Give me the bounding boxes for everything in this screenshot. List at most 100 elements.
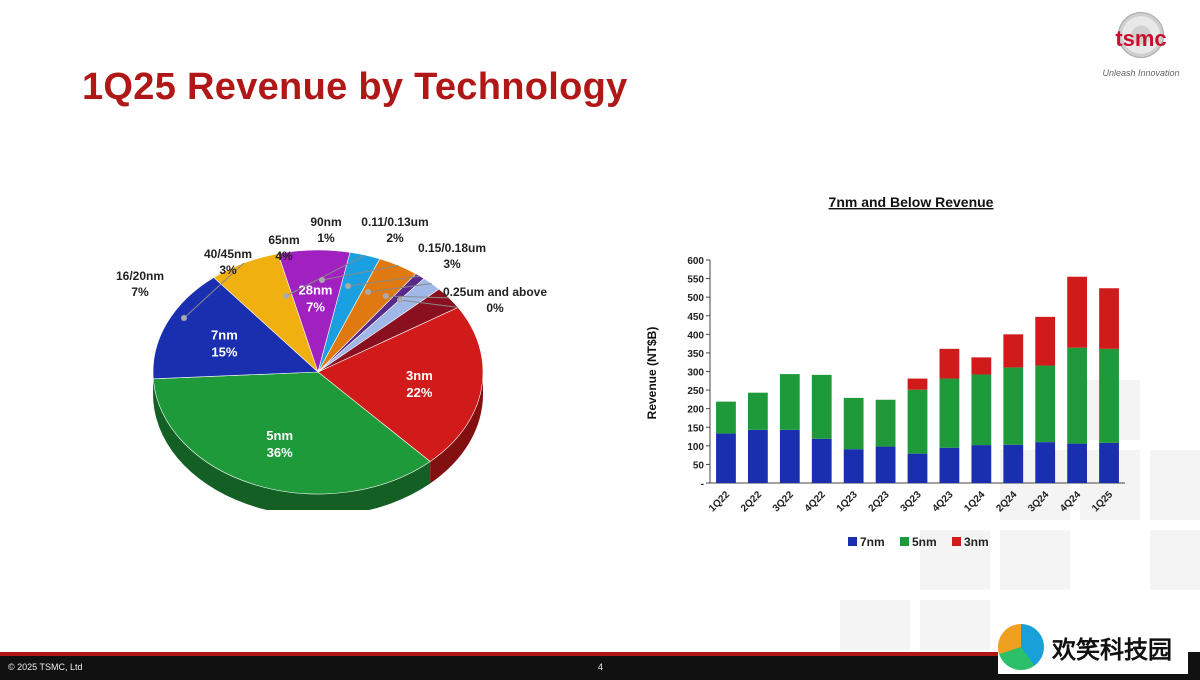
bar-7nm-3Q23 (907, 453, 928, 483)
pie-label-pct: 22% (406, 385, 432, 400)
pie-slice-side-0-0 (430, 372, 483, 484)
y-tick-label: 50 (693, 460, 705, 471)
pie-leader-dot (365, 289, 371, 295)
pie-label-pct: 3% (443, 257, 461, 271)
x-tick-label: 1Q22 (707, 489, 732, 514)
bar-7nm-4Q23 (939, 447, 960, 483)
pie-chart: 3nm 22% 5nm 36% 7nm 15% 16/20nm 7% 28nm 7% 40/45nm… (116, 215, 547, 510)
pie-slice-5nm (152, 371, 431, 495)
bar-3nm-1Q25 (1099, 288, 1119, 349)
pie-leader-line (285, 254, 366, 297)
y-tick-label: - (701, 479, 704, 490)
footer-accent-line (0, 652, 1000, 656)
bar-5nm-1Q22 (716, 401, 736, 434)
page-number: 4 (598, 662, 604, 672)
bar-3nm-3Q24 (1035, 316, 1056, 366)
bar-7nm-1Q23 (843, 449, 864, 483)
bar-3nm-2Q24 (1003, 334, 1024, 368)
pie-leader-dot (283, 293, 289, 299)
x-tick-label: 2Q24 (994, 489, 1019, 514)
pie-slice-side-1-0 (153, 378, 431, 510)
pie-label-pct: 2% (386, 231, 404, 245)
bar-chart-ylabel: Revenue (NT$B) (645, 327, 659, 420)
pie-label-pct: 3% (219, 263, 237, 277)
y-tick-label: 150 (687, 423, 704, 434)
pie-label-name: 16/20nm (116, 269, 164, 283)
pie-leader-dot (397, 297, 403, 303)
pie-leader-line (399, 299, 458, 308)
x-tick-label: 3Q24 (1026, 489, 1051, 514)
bar-5nm-3Q22 (779, 374, 800, 430)
pie-slice-3nm (317, 306, 484, 462)
bar-5nm-1Q24 (971, 374, 992, 446)
pie-label-name: 40/45nm (204, 247, 252, 261)
watermark: 欢笑科技园 (998, 620, 1188, 674)
pie-label-pct: 15% (211, 344, 237, 359)
bar-3nm-3Q23 (907, 378, 928, 390)
pie-label-pct: 1% (317, 231, 335, 245)
bar-5nm-4Q23 (939, 378, 960, 448)
pie-label-pct: 4% (275, 249, 293, 263)
tsmc-logo: tsmc Unleash Innovation (1096, 12, 1186, 82)
pie-leader-line (385, 295, 450, 299)
bar-7nm-2Q22 (747, 429, 768, 483)
watermark-text: 欢笑科技园 (1052, 635, 1172, 664)
bar-5nm-4Q22 (811, 374, 832, 439)
bar-5nm-2Q24 (1003, 367, 1024, 445)
x-tick-label: 4Q23 (930, 489, 955, 514)
x-tick-label: 2Q23 (867, 489, 892, 514)
bar-3nm-1Q24 (971, 357, 992, 375)
pie-leader-line (367, 283, 432, 293)
footer-copyright: © 2025 TSMC, Ltd (8, 662, 83, 672)
pie-label-name: 0.15/0.18um (418, 241, 486, 255)
legend-swatch-7nm (848, 537, 857, 546)
x-tick-label: 2Q22 (739, 489, 764, 514)
bar-chart: 7nm and Below Revenue Revenue (NT$B) - 50… (645, 194, 1125, 549)
bar-7nm-4Q22 (811, 438, 832, 483)
bar-5nm-2Q22 (747, 392, 768, 430)
bar-chart-title: 7nm and Below Revenue (829, 194, 994, 210)
x-tick-label: 3Q22 (771, 489, 796, 514)
x-tick-label: 1Q24 (962, 489, 987, 514)
bar-5nm-3Q24 (1035, 365, 1056, 443)
legend-swatch-3nm (952, 537, 961, 546)
y-tick-label: 350 (687, 349, 704, 360)
pie-label-name: 7nm (211, 327, 238, 342)
bar-5nm-1Q25 (1099, 348, 1119, 443)
x-tick-label: 1Q25 (1090, 489, 1115, 514)
pie-leader-dot (383, 293, 389, 299)
logo-wafer-icon (1118, 12, 1164, 58)
bar-7nm-4Q24 (1067, 443, 1088, 483)
y-tick-label: 400 (687, 330, 704, 341)
bar-7nm-2Q24 (1003, 444, 1024, 483)
pie-leader-line (321, 265, 399, 281)
y-tick-label: 250 (687, 386, 704, 397)
x-tick-label: 4Q22 (803, 489, 828, 514)
logo-wordmark: tsmc (1115, 26, 1167, 51)
pie-leader-dot (345, 283, 351, 289)
pie-leader-line (347, 275, 421, 287)
bar-5nm-2Q23 (875, 399, 896, 447)
bar-5nm-1Q23 (843, 397, 864, 450)
x-tick-label: 4Q24 (1058, 489, 1083, 514)
x-tick-label: 1Q23 (835, 489, 860, 514)
y-tick-label: 600 (687, 256, 704, 267)
bar-7nm-3Q22 (779, 429, 800, 483)
legend-label-5nm: 5nm (912, 535, 937, 549)
legend-swatch-5nm (900, 537, 909, 546)
pie-leader-line (183, 262, 245, 319)
pie-label-name: 90nm (310, 215, 341, 229)
logo-tagline: Unleash Innovation (1102, 68, 1180, 78)
pie-label-name: 28nm (299, 282, 333, 297)
y-tick-label: 550 (687, 275, 704, 286)
pie-label-pct: 7% (306, 299, 325, 314)
pie-label-pct: 36% (267, 445, 293, 460)
pie-label-name: 3nm (406, 368, 433, 383)
bar-3nm-4Q23 (939, 348, 960, 379)
page-title: 1Q25 Revenue by Technology (82, 66, 628, 108)
pie-label-name: 0.11/0.13um (361, 215, 428, 229)
x-tick-label: 3Q23 (899, 489, 924, 514)
y-tick-label: 500 (687, 293, 704, 304)
legend-label-3nm: 3nm (964, 535, 989, 549)
bar-3nm-4Q24 (1067, 276, 1088, 348)
